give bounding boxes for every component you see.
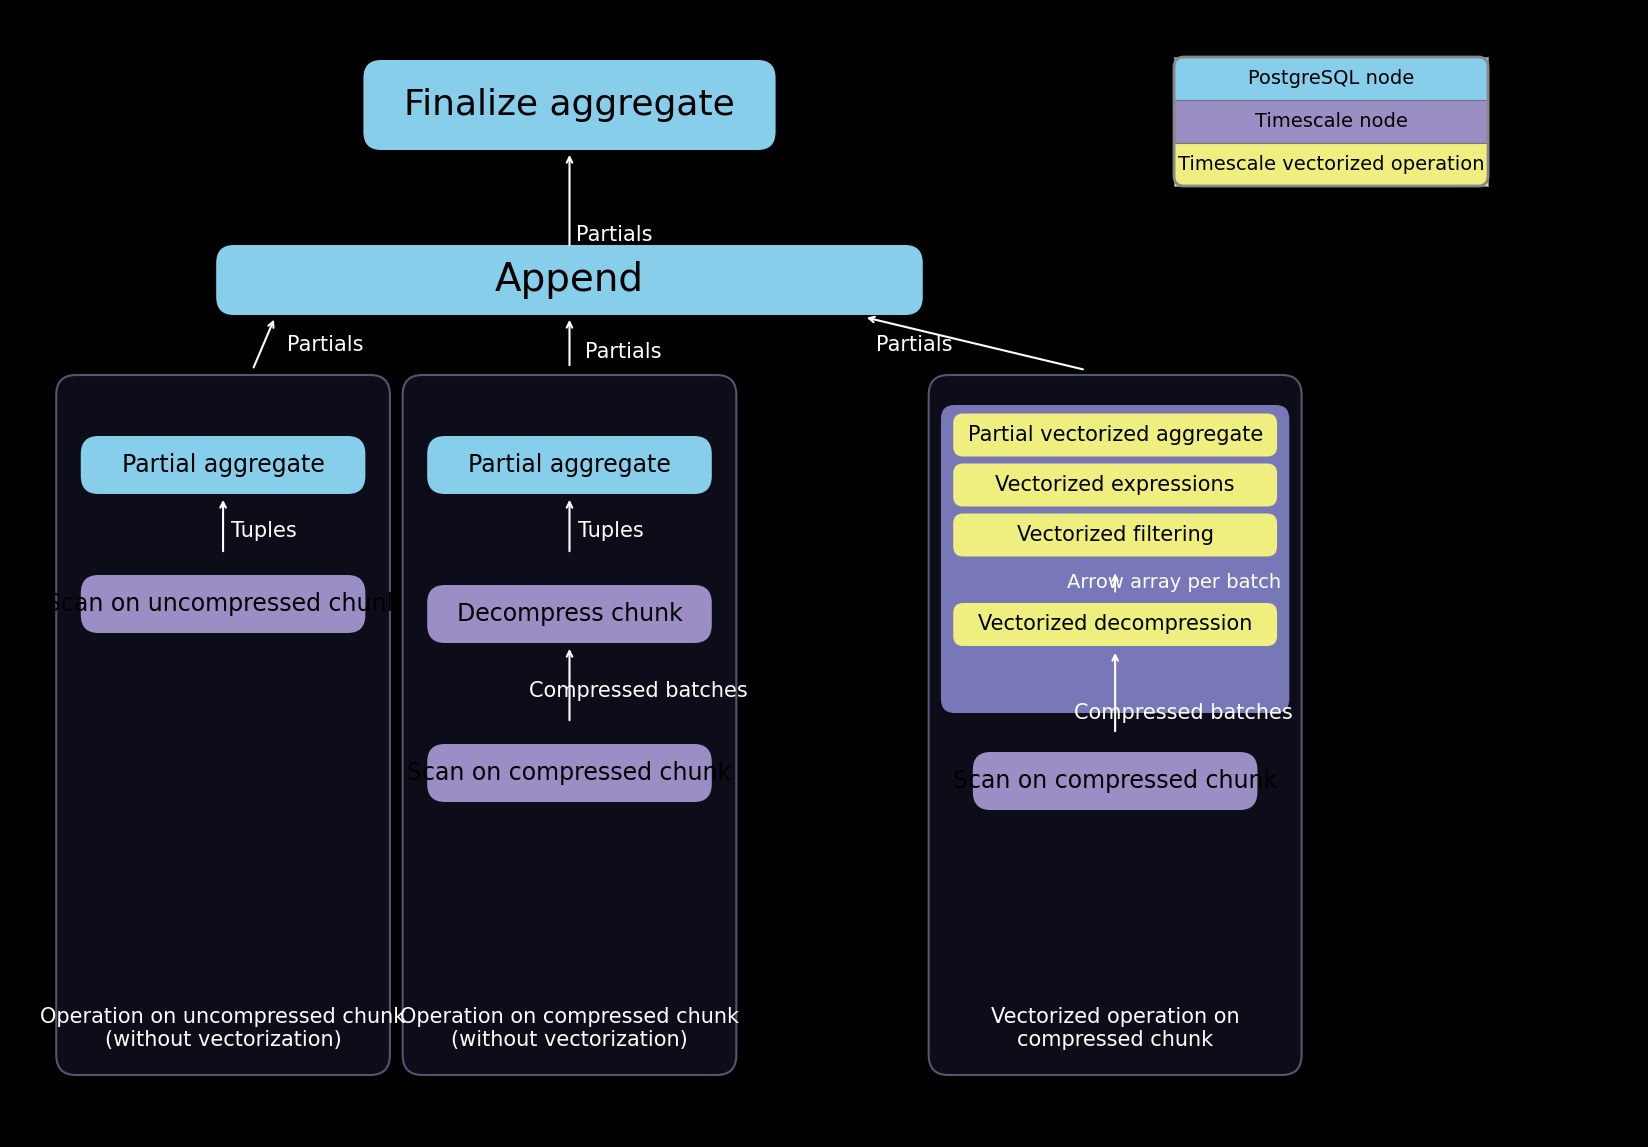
FancyBboxPatch shape [216, 245, 923, 315]
Text: Partial aggregate: Partial aggregate [468, 453, 671, 477]
Text: Compressed batches: Compressed batches [1074, 703, 1292, 723]
Text: PostgreSQL node: PostgreSQL node [1248, 69, 1414, 88]
FancyBboxPatch shape [928, 375, 1300, 1075]
FancyBboxPatch shape [427, 744, 712, 802]
Text: Finalize aggregate: Finalize aggregate [404, 88, 735, 122]
FancyBboxPatch shape [953, 514, 1276, 556]
Text: Partial vectorized aggregate: Partial vectorized aggregate [967, 426, 1262, 445]
Text: Tuples: Tuples [231, 521, 297, 541]
Text: Operation on compressed chunk: Operation on compressed chunk [400, 1007, 738, 1027]
Text: Arrow array per batch: Arrow array per batch [1066, 574, 1280, 592]
FancyBboxPatch shape [81, 436, 366, 494]
Text: Tuples: Tuples [577, 521, 643, 541]
Text: (without vectorization): (without vectorization) [104, 1030, 341, 1050]
Text: Vectorized filtering: Vectorized filtering [1017, 525, 1213, 545]
Text: Scan on compressed chunk: Scan on compressed chunk [953, 768, 1277, 793]
FancyBboxPatch shape [56, 375, 389, 1075]
FancyBboxPatch shape [941, 405, 1289, 713]
FancyBboxPatch shape [427, 436, 712, 494]
Text: Compressed batches: Compressed batches [529, 681, 747, 701]
Text: Vectorized expressions: Vectorized expressions [995, 475, 1234, 496]
Text: Vectorized operation on: Vectorized operation on [990, 1007, 1239, 1027]
FancyBboxPatch shape [953, 463, 1276, 507]
Text: Partials: Partials [287, 335, 363, 356]
Text: Partials: Partials [577, 225, 653, 245]
Text: Append: Append [494, 262, 644, 299]
Text: compressed chunk: compressed chunk [1017, 1030, 1213, 1050]
FancyBboxPatch shape [427, 585, 712, 643]
FancyBboxPatch shape [972, 752, 1257, 810]
Text: Timescale node: Timescale node [1254, 112, 1407, 131]
FancyBboxPatch shape [1173, 143, 1486, 186]
FancyBboxPatch shape [1173, 57, 1486, 100]
Text: Scan on uncompressed chunk: Scan on uncompressed chunk [46, 592, 400, 616]
Text: Partials: Partials [585, 342, 661, 362]
FancyBboxPatch shape [1173, 100, 1486, 143]
FancyBboxPatch shape [363, 60, 775, 150]
Text: (without vectorization): (without vectorization) [452, 1030, 687, 1050]
Text: Timescale vectorized operation: Timescale vectorized operation [1177, 155, 1483, 174]
FancyBboxPatch shape [81, 575, 366, 633]
Text: Operation on uncompressed chunk: Operation on uncompressed chunk [41, 1007, 405, 1027]
Text: Vectorized decompression: Vectorized decompression [977, 615, 1251, 634]
FancyBboxPatch shape [953, 414, 1276, 457]
FancyBboxPatch shape [402, 375, 737, 1075]
Text: Scan on compressed chunk: Scan on compressed chunk [407, 760, 732, 785]
Text: Decompress chunk: Decompress chunk [456, 602, 682, 626]
Text: Partials: Partials [875, 335, 951, 356]
FancyBboxPatch shape [953, 603, 1276, 646]
Text: Partial aggregate: Partial aggregate [122, 453, 325, 477]
